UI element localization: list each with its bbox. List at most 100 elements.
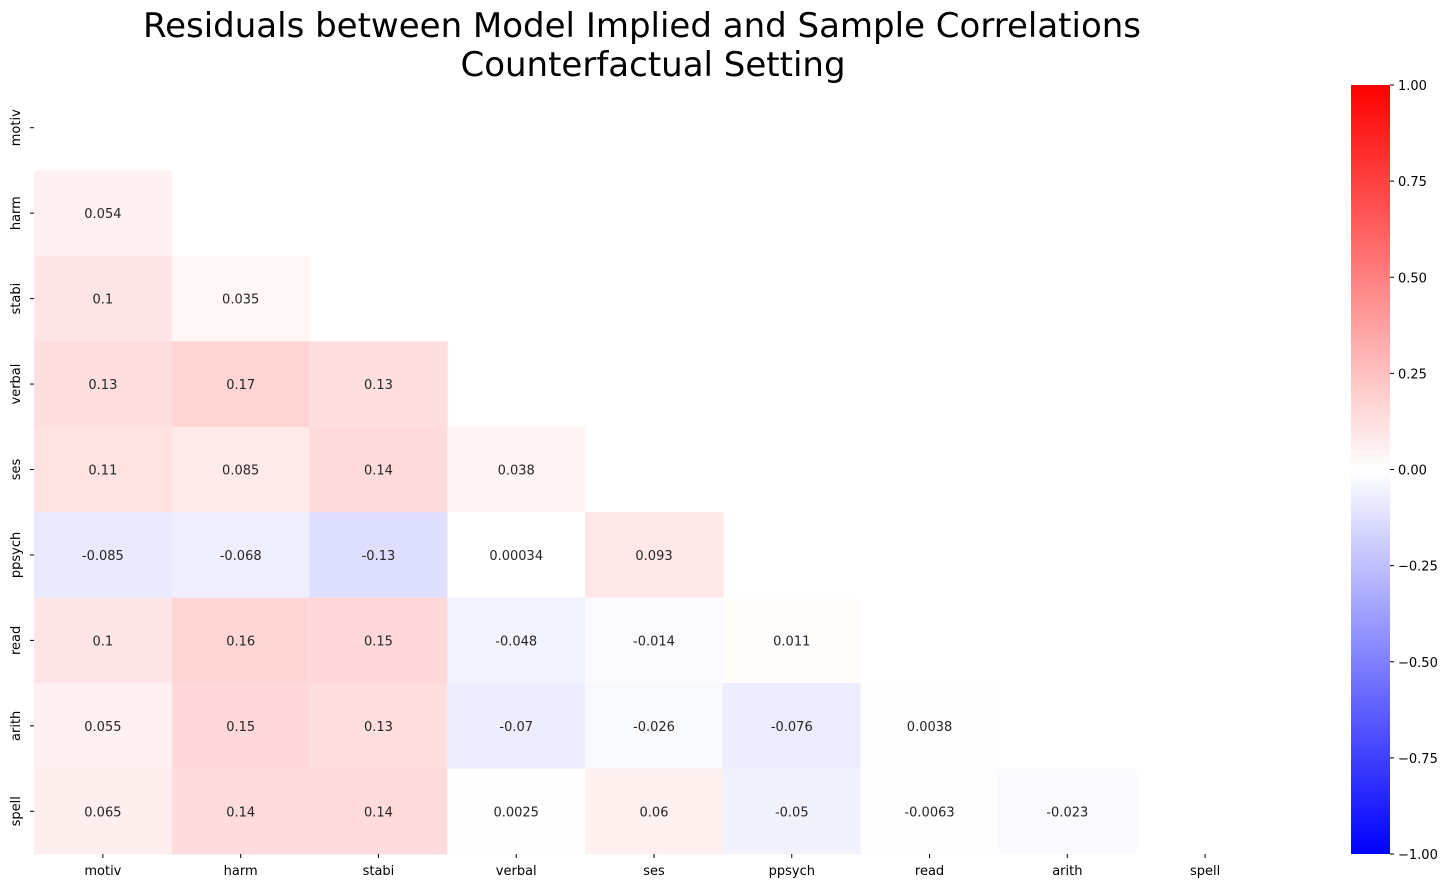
- y-tick-label-spell: spell: [9, 796, 24, 826]
- cell-value-label-ses-stabi: 0.14: [364, 464, 393, 479]
- heatmap-cell-ppsych-harm: [171, 512, 311, 599]
- cell-value-label-ppsych-motiv: -0.085: [82, 549, 124, 564]
- heatmap-cell-verbal-stabi: [309, 341, 448, 428]
- heatmap-cell-spell-read: [860, 768, 999, 855]
- colorbar-tick-label: 0.00: [1398, 464, 1427, 479]
- colorbar-tick-label: 0.50: [1398, 271, 1427, 286]
- cell-value-label-ses-harm: 0.085: [222, 464, 259, 479]
- heatmap-cell-ses-harm: [171, 426, 311, 513]
- colorbar-tick-label: −0.75: [1398, 752, 1438, 767]
- heatmap-cell-ppsych-ses: [585, 512, 724, 599]
- cell-value-label-read-motiv: 0.1: [93, 634, 114, 649]
- cell-value-label-arith-read: 0.0038: [907, 720, 953, 735]
- heatmap-cell-spell-harm: [171, 768, 311, 855]
- y-tick-label-verbal: verbal: [9, 364, 24, 405]
- y-tick-label-stabi: stabi: [9, 283, 24, 315]
- heatmap-cell-read-stabi: [309, 597, 448, 684]
- cell-value-label-ppsych-verbal: 0.00034: [489, 549, 543, 564]
- heatmap-cell-verbal-motiv: [34, 341, 173, 428]
- heatmap-cell-ppsych-motiv: [34, 512, 173, 599]
- heatmap-cell-spell-verbal: [447, 768, 586, 855]
- chart-title-line-1: Residuals between Model Implied and Samp…: [143, 6, 1141, 46]
- cell-value-label-read-ppsych: 0.011: [773, 634, 810, 649]
- x-tick-label-read: read: [915, 864, 944, 879]
- heatmap-cell-stabi-motiv: [34, 255, 173, 342]
- y-tick-label-ses: ses: [9, 459, 24, 481]
- colorbar-tick-label: 0.25: [1398, 367, 1427, 382]
- x-tick-label-spell: spell: [1190, 864, 1220, 879]
- colorbar-tick-label: −0.25: [1398, 560, 1438, 575]
- cell-value-label-read-harm: 0.16: [226, 634, 255, 649]
- heatmap-cell-ses-motiv: [34, 426, 173, 513]
- heatmap-cell-arith-stabi: [309, 683, 448, 770]
- cell-value-label-ses-verbal: 0.038: [498, 464, 535, 479]
- y-tick-label-motiv: motiv: [9, 109, 24, 146]
- cell-value-label-ppsych-ses: 0.093: [635, 549, 672, 564]
- chart-title-line-2: Counterfactual Setting: [460, 45, 845, 85]
- heatmap-cell-spell-ses: [585, 768, 724, 855]
- cell-value-label-stabi-motiv: 0.1: [93, 293, 114, 308]
- heatmap-cell-harm-motiv: [34, 170, 173, 257]
- heatmap-cell-ses-stabi: [309, 426, 448, 513]
- heatmap-cell-read-harm: [171, 597, 311, 684]
- heatmap-cell-ppsych-stabi: [309, 512, 448, 599]
- heatmap-cell-spell-motiv: [34, 768, 173, 855]
- cell-value-label-ppsych-harm: -0.068: [220, 549, 262, 564]
- cell-value-label-spell-stabi: 0.14: [364, 805, 393, 820]
- x-tick-label-verbal: verbal: [496, 864, 537, 879]
- cell-value-label-read-verbal: -0.048: [495, 634, 537, 649]
- heatmap-cell-spell-ppsych: [722, 768, 862, 855]
- cell-value-label-stabi-harm: 0.035: [222, 293, 259, 308]
- cell-value-label-spell-harm: 0.14: [226, 805, 255, 820]
- cell-value-label-ses-motiv: 0.11: [88, 464, 117, 479]
- heatmap-cell-arith-ses: [585, 683, 724, 770]
- cell-value-label-arith-motiv: 0.055: [84, 720, 121, 735]
- x-tick-label-motiv: motiv: [84, 864, 121, 879]
- colorbar-tick-label: 1.00: [1398, 79, 1427, 94]
- colorbar: [1351, 85, 1390, 854]
- heatmap-cell-arith-read: [860, 683, 999, 770]
- heatmap-cell-spell-stabi: [309, 768, 448, 855]
- heatmap-cell-verbal-harm: [171, 341, 311, 428]
- y-tick-label-harm: harm: [9, 196, 24, 230]
- heatmap-cell-arith-motiv: [34, 683, 173, 770]
- cell-value-label-arith-verbal: -0.07: [499, 720, 533, 735]
- x-tick-label-arith: arith: [1052, 864, 1082, 879]
- colorbar-tick-label: 0.75: [1398, 175, 1427, 190]
- heatmap-cell-read-motiv: [34, 597, 173, 684]
- cell-value-label-harm-motiv: 0.054: [84, 207, 121, 222]
- cell-value-label-arith-stabi: 0.13: [364, 720, 393, 735]
- colorbar-tick-label: −0.50: [1398, 656, 1438, 671]
- x-tick-label-ses: ses: [643, 864, 665, 879]
- heatmap-cell-read-ppsych: [722, 597, 862, 684]
- x-tick-label-ppsych: ppsych: [769, 864, 815, 879]
- heatmap-cell-read-verbal: [447, 597, 586, 684]
- heatmap-cell-arith-harm: [171, 683, 311, 770]
- cell-value-label-arith-harm: 0.15: [226, 720, 255, 735]
- x-tick-label-stabi: stabi: [363, 864, 395, 879]
- cell-value-label-read-ses: -0.014: [633, 634, 675, 649]
- cell-value-label-spell-verbal: 0.0025: [493, 805, 539, 820]
- y-tick-label-read: read: [9, 626, 24, 655]
- x-axis-ticks: motiv harm stabi verbal ses ppsych read arith sp…: [84, 854, 1220, 879]
- cell-value-label-verbal-motiv: 0.13: [88, 378, 117, 393]
- colorbar-tick-label: −1.00: [1398, 848, 1438, 863]
- cell-value-label-spell-arith: -0.023: [1046, 805, 1088, 820]
- y-tick-label-arith: arith: [9, 711, 24, 741]
- cell-value-label-verbal-harm: 0.17: [226, 378, 255, 393]
- y-tick-label-ppsych: ppsych: [9, 532, 24, 578]
- x-tick-label-harm: harm: [224, 864, 258, 879]
- y-axis-ticks: motiv harm stabi verbal ses ppsych read arith sp…: [9, 109, 34, 826]
- cell-value-label-read-stabi: 0.15: [364, 634, 393, 649]
- cell-value-label-arith-ppsych: -0.076: [771, 720, 813, 735]
- heatmap-cells: 0.054 0.1 0.035 0.13 0.17 0.13 0.11 0.085 0.14 0.…: [34, 170, 1137, 855]
- heatmap-cell-ppsych-verbal: [447, 512, 586, 599]
- cell-value-label-verbal-stabi: 0.13: [364, 378, 393, 393]
- cell-value-label-spell-read: -0.0063: [904, 805, 954, 820]
- heatmap-cell-arith-ppsych: [722, 683, 862, 770]
- colorbar-ticks: 1.00 0.75 0.50 0.25 0.00 −0.25 −0.50 −0.75 −1.00: [1390, 79, 1438, 863]
- cell-value-label-ppsych-stabi: -0.13: [362, 549, 396, 564]
- heatmap-cell-read-ses: [585, 597, 724, 684]
- cell-value-label-spell-ppsych: -0.05: [775, 805, 809, 820]
- cell-value-label-spell-motiv: 0.065: [84, 805, 121, 820]
